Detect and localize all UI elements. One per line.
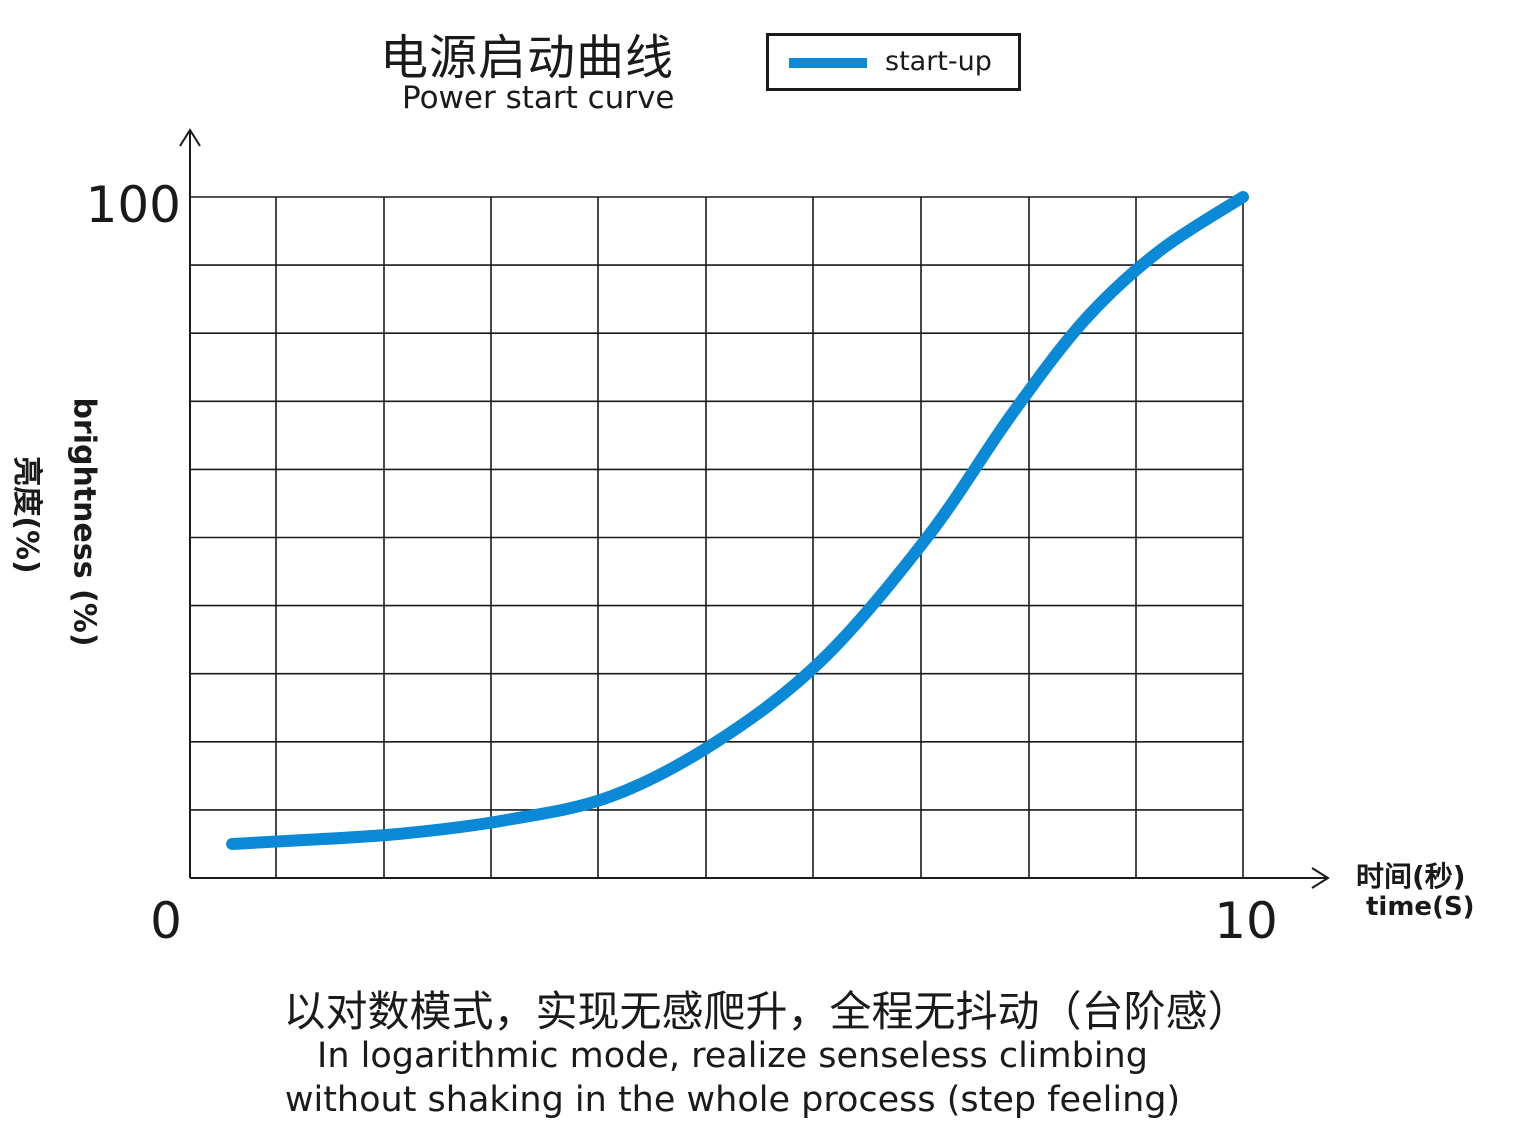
y-axis-label-zh: 亮度(%) (9, 456, 44, 574)
x-axis-arrow (1311, 867, 1330, 889)
y-axis-label-en: brightness (%) (66, 397, 102, 647)
x-tick-label-0: 0 (150, 892, 182, 950)
chart-title-zh: 电源启动曲线 (380, 30, 675, 86)
x-tick-label-10: 10 (1214, 892, 1278, 950)
y-tick-label-100: 100 (86, 176, 181, 234)
x-axis-label-en: time(S) (1366, 892, 1475, 922)
chart-title-en: Power start curve (402, 80, 675, 116)
series-line-start-up (226, 191, 1249, 850)
axes (179, 128, 1330, 889)
grid (190, 196, 1244, 878)
legend-label: start-up (885, 46, 992, 77)
tick-labels: 0 10 100 (86, 176, 1278, 950)
y-axis-arrow (179, 128, 201, 147)
series-layer (226, 191, 1249, 850)
x-axis-label-zh: 时间(秒) (1356, 860, 1466, 893)
legend-swatch (789, 58, 867, 68)
caption-zh: 以对数模式，实现无感爬升，全程无抖动（台阶感） (283, 987, 1250, 1036)
caption-en-line2: without shaking in the whole process (st… (284, 1080, 1181, 1120)
legend: start-up (766, 33, 1021, 91)
caption-en-line1: In logarithmic mode, realize senseless c… (317, 1036, 1148, 1076)
